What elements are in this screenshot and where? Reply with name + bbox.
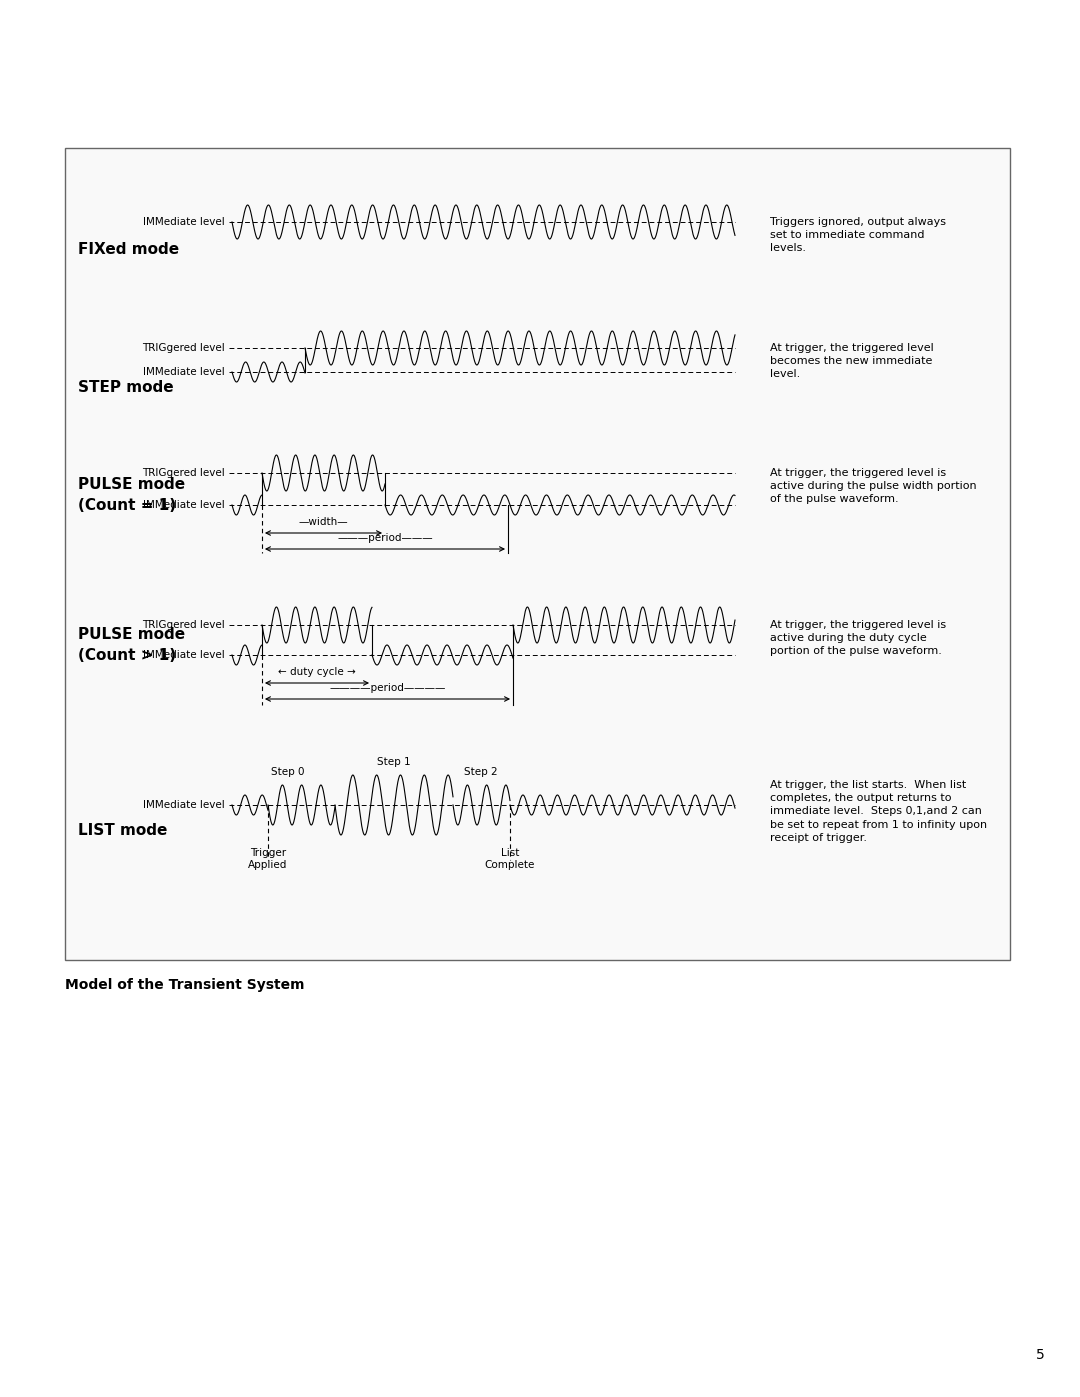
Text: IMMediate level: IMMediate level [144,650,225,659]
Text: Step 2: Step 2 [464,767,498,777]
Text: Step 1: Step 1 [377,757,410,767]
Text: IMMediate level: IMMediate level [144,367,225,377]
Text: LIST mode: LIST mode [78,823,167,838]
Text: At trigger, the triggered level is
active during the pulse width portion
of the : At trigger, the triggered level is activ… [770,468,976,504]
Text: At trigger, the list starts.  When list
completes, the output returns to
immedia: At trigger, the list starts. When list c… [770,780,987,842]
Text: 5: 5 [1036,1348,1044,1362]
Text: Triggers ignored, output always
set to immediate command
levels.: Triggers ignored, output always set to i… [770,217,946,253]
Text: ————period————: ————period———— [329,683,446,693]
Text: —width—: —width— [299,517,349,527]
Text: STEP mode: STEP mode [78,380,174,395]
Text: Trigger
Applied: Trigger Applied [248,848,287,870]
Text: At trigger, the triggered level
becomes the new immediate
level.: At trigger, the triggered level becomes … [770,344,934,380]
Text: FIXed mode: FIXed mode [78,242,179,257]
Text: ← duty cycle →: ← duty cycle → [279,666,356,678]
Text: PULSE mode
(Count = 1): PULSE mode (Count = 1) [78,476,185,513]
Text: TRIGgered level: TRIGgered level [143,468,225,478]
Text: List
Complete: List Complete [485,848,536,870]
Text: Model of the Transient System: Model of the Transient System [65,978,305,992]
Text: IMMediate level: IMMediate level [144,800,225,810]
Text: IMMediate level: IMMediate level [144,500,225,510]
Text: At trigger, the triggered level is
active during the duty cycle
portion of the p: At trigger, the triggered level is activ… [770,620,946,657]
Text: TRIGgered level: TRIGgered level [143,344,225,353]
Text: IMMediate level: IMMediate level [144,217,225,226]
Text: TRIGgered level: TRIGgered level [143,620,225,630]
Text: ———period———: ———period——— [337,534,433,543]
Text: Step 0: Step 0 [271,767,305,777]
Text: PULSE mode
(Count > 1): PULSE mode (Count > 1) [78,627,185,664]
FancyBboxPatch shape [65,148,1010,960]
